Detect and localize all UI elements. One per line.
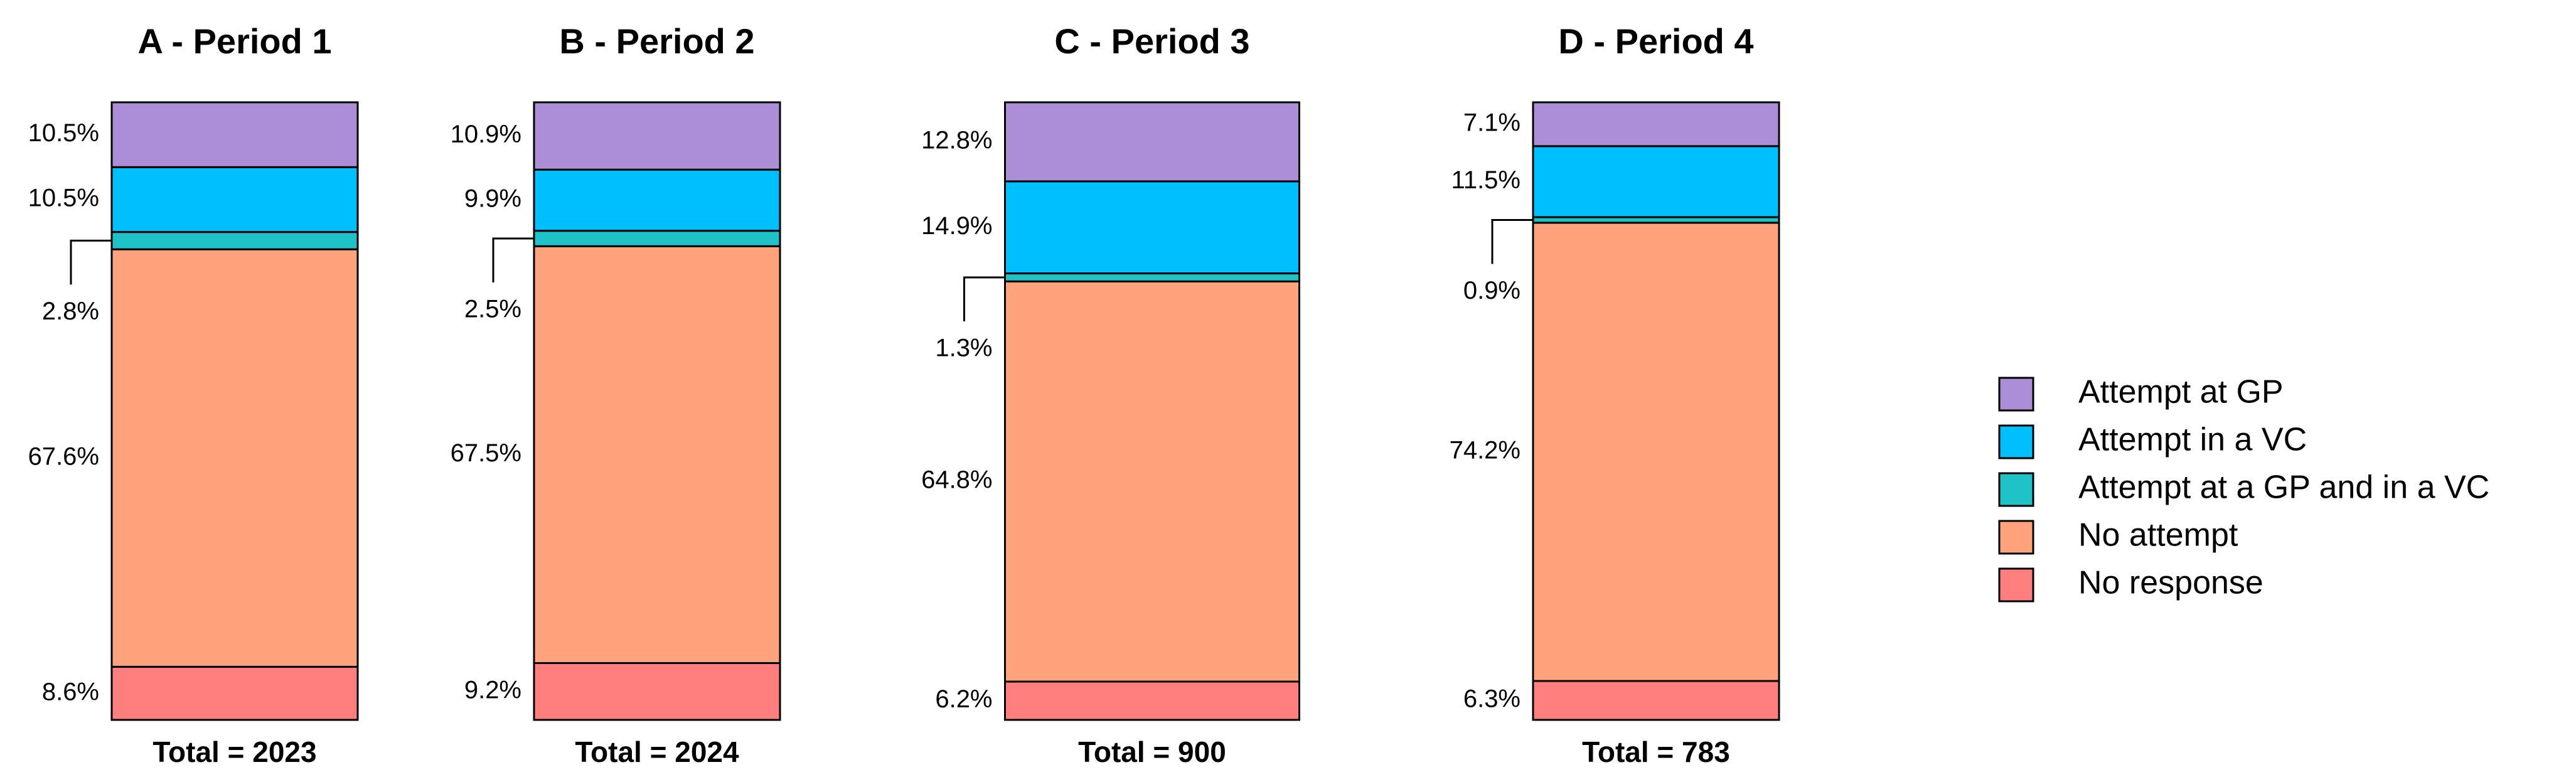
bar-segment [533,101,781,171]
bar-segment [1004,272,1300,282]
legend-swatch [1998,424,2034,459]
total-label: Total = 2024 [575,736,739,768]
bar-segment [533,230,781,247]
value-label: 67.6% [28,442,99,470]
bar-segment [1004,101,1300,183]
bar-segment [1532,145,1780,218]
chart-title: B - Period 2 [559,21,754,61]
chart-title: D - Period 4 [1558,21,1753,61]
value-label: 6.2% [935,685,992,713]
value-label: 7.1% [1463,109,1520,136]
value-label: 74.2% [1450,437,1520,464]
value-label: 11.5% [1451,166,1520,194]
bar-segment [1532,680,1780,721]
bar-segment [1532,101,1780,147]
bar-segment [1532,222,1780,682]
value-label: 67.5% [451,439,521,467]
value-label: 8.6% [42,678,99,705]
value-label: 6.3% [1463,685,1520,713]
total-label: Total = 900 [1078,736,1226,768]
legend-swatch [1998,520,2034,555]
value-label: 2.5% [464,296,521,323]
total-label: Total = 2023 [152,736,316,768]
value-label: 1.3% [935,335,992,362]
leader-line [492,237,534,282]
total-label: Total = 783 [1582,736,1730,768]
value-label: 9.2% [464,676,521,704]
value-label: 14.9% [921,212,992,240]
bar-segment [110,101,359,168]
legend-label: No response [2078,565,2263,601]
bar-segment [1004,280,1300,683]
leader-line [963,276,1005,321]
legend-label: Attempt in a VC [2078,422,2307,458]
value-label: 9.9% [464,185,521,213]
value-label: 10.5% [28,119,99,147]
bar-segment [110,231,359,250]
value-label: 12.8% [921,127,992,154]
value-label: 0.9% [1463,277,1520,304]
legend-swatch [1998,377,2034,412]
chart-title: C - Period 3 [1054,21,1249,61]
legend-swatch [1998,472,2034,507]
bar-segment [110,665,359,721]
legend-swatch [1998,567,2034,603]
value-label: 10.5% [28,185,99,212]
bar-segment [533,245,781,664]
bar-segment [1004,680,1300,721]
value-label: 10.9% [451,121,521,148]
bar-segment [110,248,359,668]
value-label: 2.8% [42,297,99,325]
bar-segment [110,166,359,233]
bar-segment [533,168,781,232]
legend-label: Attempt at GP [2078,374,2284,410]
legend-label: Attempt at a GP and in a VC [2078,469,2489,506]
bar-segment [533,662,781,721]
value-label: 64.8% [921,466,992,494]
leader-line [70,239,112,285]
chart-title: A - Period 1 [137,21,331,61]
bar-segment [1004,180,1300,275]
leader-line [1491,218,1533,264]
legend-label: No attempt [2078,517,2238,554]
